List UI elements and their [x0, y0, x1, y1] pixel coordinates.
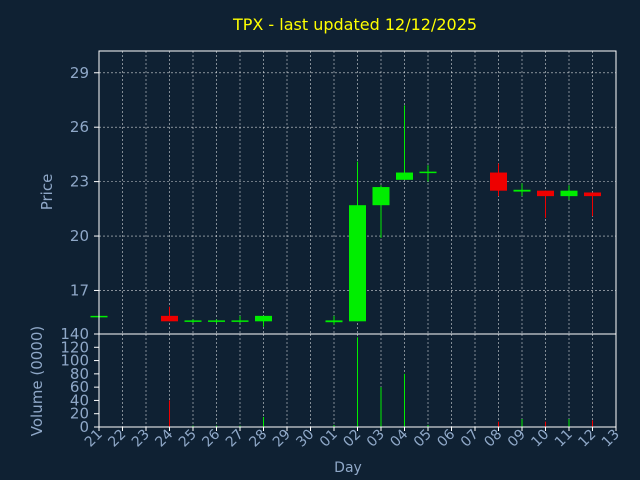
price-y-tick-label: 17	[70, 281, 89, 299]
candle-body	[372, 187, 390, 206]
candle-body	[584, 192, 601, 197]
volume-y-tick-label: 40	[70, 391, 89, 409]
price-y-ticks: 17 20 23 26 29	[70, 64, 99, 299]
price-axis-label: Price	[38, 174, 56, 211]
candle-body	[537, 190, 554, 197]
volume-y-tick-label: 0	[79, 418, 89, 436]
candle-body	[419, 171, 437, 174]
candle-body	[231, 320, 249, 322]
candle-body	[396, 172, 413, 180]
volume-y-tick-label: 100	[60, 352, 89, 370]
volume-panel-frame	[98, 333, 617, 428]
candles	[90, 105, 601, 327]
x-ticks: 21 22 23 24 25 26 27 28 29 30 01 02 03 04 05 06 07 08 09 10…	[82, 426, 623, 450]
volume-y-tick-label: 140	[60, 325, 89, 343]
x-axis-label: Day	[334, 460, 362, 476]
candle-body	[208, 320, 225, 322]
volume-y-tick-label: 60	[70, 378, 89, 396]
price-y-tick-label: 20	[70, 227, 89, 245]
candle-body	[560, 190, 578, 197]
price-y-tick-label: 26	[70, 118, 89, 136]
volume-bars	[169, 337, 593, 427]
candle-body	[325, 320, 343, 323]
candle-body	[255, 315, 272, 322]
volume-axis-label: Volume (0000)	[28, 326, 46, 436]
volume-grid	[98, 334, 617, 427]
volume-y-tick-label: 20	[70, 405, 89, 423]
candle-body	[513, 189, 531, 192]
price-y-tick-label: 29	[70, 64, 89, 82]
volume-y-tick-label: 120	[60, 338, 89, 356]
volume-y-tick-label: 80	[70, 365, 89, 383]
price-y-tick-label: 23	[70, 173, 89, 191]
candle-body	[161, 315, 178, 322]
candle-body	[490, 172, 507, 191]
candle-body	[349, 205, 366, 322]
chart-title: TPX - last updated 12/12/2025	[232, 15, 477, 34]
candle-body	[184, 320, 202, 322]
